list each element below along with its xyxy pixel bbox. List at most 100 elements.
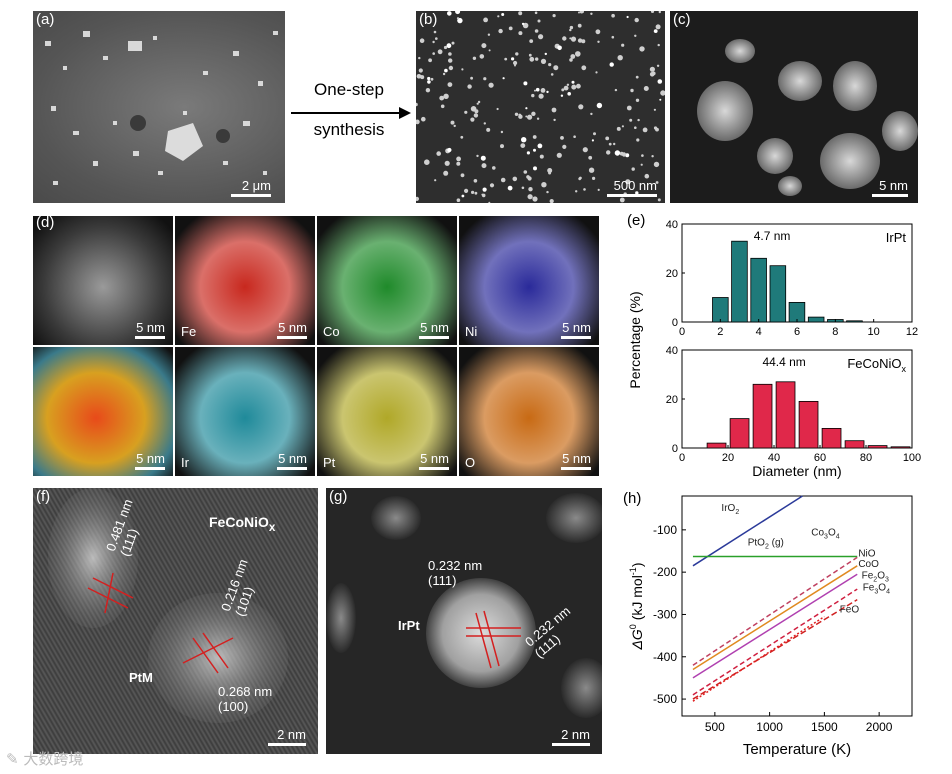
nanoparticle-dot (434, 179, 436, 181)
x-tick-label: 0 (679, 452, 685, 464)
nanoparticle-dot (658, 44, 660, 46)
nanoparticle-dot (501, 13, 504, 16)
nanoparticle-dot (643, 128, 648, 133)
nanoparticle-dot (576, 84, 581, 89)
nanoparticle-dots (416, 11, 665, 203)
histogram-bar (732, 241, 748, 322)
eds-element-label: O (465, 455, 475, 470)
nanoparticle-dot (533, 135, 537, 139)
y-tick-label: 20 (666, 394, 678, 406)
scale-bar-b-text: 500 nm (614, 178, 657, 193)
nanoparticle-dot (483, 77, 486, 80)
nanoparticle-dot (659, 99, 661, 101)
nanoparticle-dot (634, 35, 636, 37)
panel-a-sem-image: (a) 2 μm (33, 11, 285, 203)
nanoparticle-dot (522, 23, 524, 25)
nanoparticle-dot (525, 116, 527, 118)
nanoparticle-dot (513, 61, 517, 65)
panel-label-b: (b) (419, 11, 437, 28)
nanoparticle-dot (488, 34, 490, 36)
series-line (693, 496, 803, 566)
series-label: Fe3O4 (863, 582, 890, 595)
nanoparticle-dot (427, 80, 431, 84)
y-tick-label: -200 (653, 565, 677, 579)
nanoparticle-dot (533, 149, 536, 152)
y-tick-label: -400 (653, 650, 677, 664)
nanoparticle-dot (471, 106, 477, 112)
series-label: CoO (858, 559, 879, 570)
nanoparticle-dot (426, 88, 430, 92)
nanoparticle-dot (504, 58, 507, 61)
nanoparticle-dot (540, 155, 544, 159)
nanoparticle-dot (654, 29, 658, 33)
nanoparticle-dot (451, 121, 455, 125)
nanoparticle-dot (636, 138, 639, 141)
nanoparticle-dot (651, 155, 653, 157)
label-feconiox: FeCoNiOx (209, 514, 275, 534)
panel-g-haadf-image: (g) 0.232 nm (111) 0.232 nm (111) IrPt 2 n… (326, 488, 602, 754)
nanoparticle-dot (457, 198, 461, 202)
nanoparticle-dot (497, 108, 499, 110)
series-line (693, 574, 857, 678)
nanoparticle-dot (501, 178, 506, 183)
nanoparticle-dot (569, 29, 571, 31)
histogram-bar (799, 401, 818, 448)
nanoparticle-dot (461, 173, 465, 177)
nanoparticle-dot (531, 94, 534, 97)
eds-map-tile: Ni 5 nm (459, 216, 599, 345)
nanoparticle-dot (641, 154, 644, 157)
nanoparticle-dot (513, 177, 518, 182)
nanoparticle-dot (657, 65, 659, 67)
nanoparticle-dot (528, 194, 533, 199)
nanoparticle-dot (529, 39, 533, 43)
nanoparticle-dot (511, 57, 514, 60)
nanoparticle-dot (418, 57, 420, 59)
nanoparticle-dot (428, 58, 432, 62)
panel-label-d: (d) (36, 214, 54, 231)
nanoparticle-dot (477, 103, 479, 105)
label-g-d1: 0.232 nm (111) (428, 558, 482, 588)
nanoparticle-dot (541, 182, 546, 187)
eds-element-label: Ni (465, 324, 477, 339)
nanoparticle-dot (475, 192, 478, 195)
y-tick-label: -100 (653, 523, 677, 537)
nanoparticle-dot (655, 128, 659, 132)
nanoparticle-dot (509, 27, 513, 31)
scale-bar-d: 5 nm (277, 451, 307, 470)
nanoparticle-dot (482, 194, 486, 198)
chart-frame (682, 496, 912, 716)
eds-element-label: Pt (323, 455, 335, 470)
nanoparticle-dot (588, 156, 592, 160)
nanoparticle-dot (635, 18, 639, 22)
label-d3-hkl: (100) (218, 699, 248, 714)
nanoparticle-dot (618, 55, 623, 60)
nanoparticle-dot (581, 65, 586, 70)
nanoparticle-dot (521, 137, 526, 142)
panel-f-hrtem-image: (f) FeCoNiOx 0.481 nm (111) 0.216 nm (101)… (33, 488, 318, 754)
nanoparticle-dot (561, 95, 563, 97)
eds-map-tile: 5 nm (33, 216, 173, 345)
scale-bar-b: 500 nm (607, 178, 657, 197)
nanoparticle-dot (483, 188, 487, 192)
x-tick-label: 2000 (866, 720, 893, 734)
nanoparticle-dot (570, 54, 575, 59)
histogram-bar (847, 321, 863, 322)
nanoparticle-dot (452, 42, 455, 45)
nanoparticle-dot (592, 177, 595, 180)
nanoparticle-dot (464, 189, 468, 193)
nanoparticle-dot (501, 131, 503, 133)
nanoparticle-dot (460, 136, 463, 139)
nanoparticle-dot (482, 163, 487, 168)
nanoparticle-dot (503, 77, 505, 79)
series-label: IrO2 (721, 503, 739, 516)
nanoparticle-dot (560, 136, 564, 140)
nanoparticle-dot (575, 190, 577, 192)
nanoparticle-dot (462, 195, 465, 198)
nanoparticle-dot (467, 84, 471, 88)
x-axis-label: Diameter (nm) (752, 463, 841, 479)
eds-map-tile: 5 nm (33, 347, 173, 476)
sample-name-label: FeCoNiOx (847, 356, 906, 374)
nanoparticle-dot (489, 83, 494, 88)
label-g-d1-value: 0.232 nm (428, 558, 482, 573)
histogram-bar (776, 382, 795, 448)
